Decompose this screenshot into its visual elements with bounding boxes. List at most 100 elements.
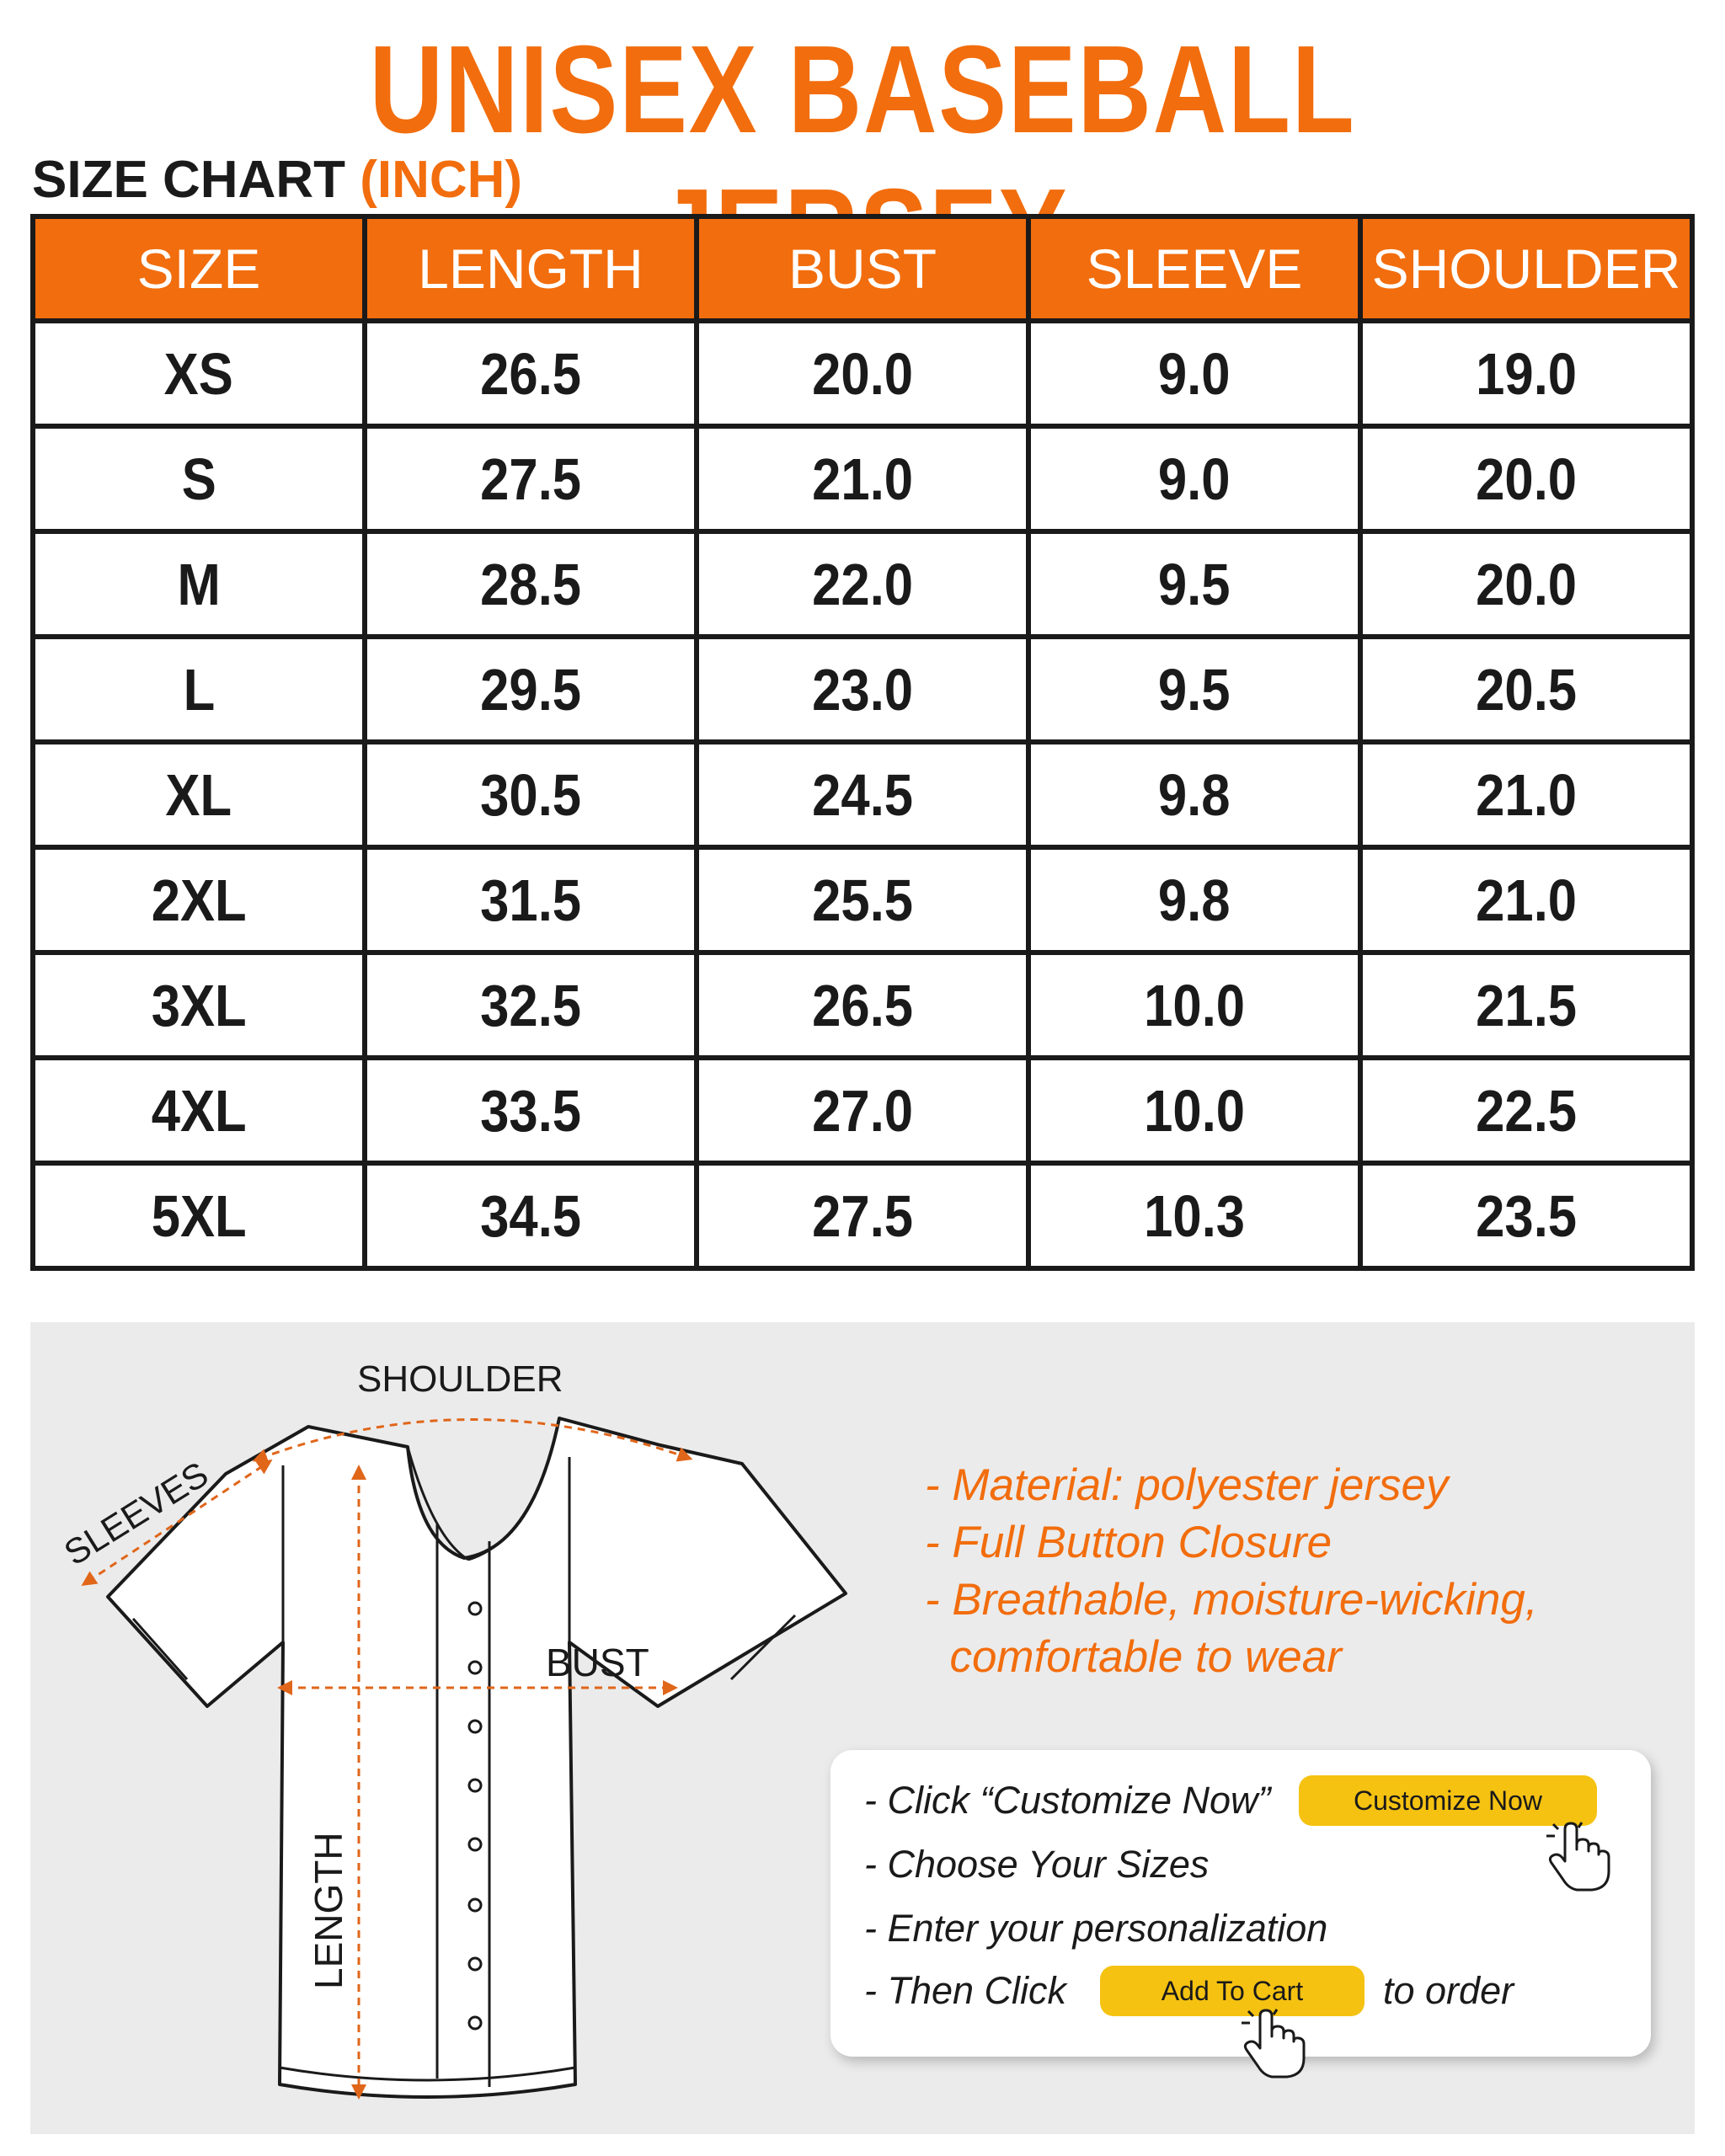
cell-length: 27.5	[362, 424, 699, 534]
cell-size-value: M	[177, 551, 221, 617]
size-chart-table: SIZE LENGTH BUST SLEEVE SHOULDER XS 26.5 2…	[30, 214, 1695, 1271]
cell-bust: 26.5	[694, 950, 1031, 1060]
cell-size-value: 3XL	[151, 972, 247, 1038]
cell-bust-value: 27.0	[812, 1077, 913, 1144]
cell-bust: 25.5	[694, 845, 1031, 955]
add-to-cart-button[interactable]: Add To Cart	[1100, 1966, 1365, 2016]
cell-length-value: 32.5	[480, 972, 581, 1038]
cell-length: 31.5	[362, 845, 699, 955]
cell-shoulder-value: 21.0	[1476, 867, 1577, 933]
cell-shoulder: 20.0	[1358, 424, 1695, 534]
button-holes	[467, 1601, 483, 2031]
table-row: XL 30.5 24.5 9.8 21.0	[30, 739, 1695, 850]
cell-length-value: 26.5	[480, 340, 581, 407]
cell-size-value: XL	[165, 761, 232, 828]
cell-size: M	[30, 529, 367, 639]
cell-shoulder-value: 19.0	[1476, 340, 1577, 407]
step-choose-sizes: - Choose Your Sizes	[864, 1843, 1210, 1886]
table-row: 4XL 33.5 27.0 10.0 22.5	[30, 1055, 1695, 1166]
cell-sleeve-value: 9.0	[1158, 446, 1231, 512]
length-label: LENGTH	[307, 1832, 350, 1989]
customize-now-button[interactable]: Customize Now	[1299, 1775, 1597, 1826]
cell-shoulder: 21.0	[1358, 845, 1695, 955]
cell-shoulder-value: 22.5	[1476, 1077, 1577, 1144]
cell-bust: 20.0	[694, 318, 1031, 429]
cell-length-value: 27.5	[480, 446, 581, 512]
cell-sleeve-value: 9.0	[1158, 340, 1231, 407]
column-header-length: LENGTH	[362, 214, 699, 323]
cell-bust: 27.0	[694, 1055, 1031, 1166]
pointer-hand-icon	[1242, 2009, 1306, 2079]
feature-breathable: - Breathable, moisture-wicking,	[925, 1575, 1538, 1625]
cell-size-value: L	[183, 656, 215, 723]
cell-size: S	[30, 424, 367, 534]
column-header-sleeve: SLEEVE	[1026, 214, 1363, 323]
cell-length: 34.5	[362, 1161, 699, 1271]
cell-bust: 21.0	[694, 424, 1031, 534]
cell-length: 29.5	[362, 634, 699, 744]
cell-sleeve: 9.8	[1026, 739, 1363, 850]
table-row: 2XL 31.5 25.5 9.8 21.0	[30, 845, 1695, 955]
cell-sleeve: 10.0	[1026, 1055, 1363, 1166]
cell-bust-value: 20.0	[812, 340, 913, 407]
size-chart-label: SIZE CHART	[32, 151, 345, 209]
shoulder-measure-line	[252, 1418, 693, 1464]
cell-size: 3XL	[30, 950, 367, 1060]
cell-shoulder-value: 20.5	[1476, 656, 1577, 723]
cell-bust-value: 22.0	[812, 551, 913, 617]
pointer-hand-icon	[1546, 1822, 1610, 1892]
cell-bust: 23.0	[694, 634, 1031, 744]
cell-shoulder: 22.5	[1358, 1055, 1695, 1166]
cell-size-value: 5XL	[151, 1182, 247, 1249]
cell-sleeve-value: 9.8	[1158, 867, 1231, 933]
cell-length-value: 29.5	[480, 656, 581, 723]
column-header-shoulder: SHOULDER	[1358, 214, 1695, 323]
cell-length: 30.5	[362, 739, 699, 850]
column-header-bust: BUST	[694, 214, 1031, 323]
cell-bust-value: 27.5	[812, 1182, 913, 1249]
cell-size: 4XL	[30, 1055, 367, 1166]
cell-size: 5XL	[30, 1161, 367, 1271]
cell-bust-value: 26.5	[812, 972, 913, 1038]
cell-shoulder: 21.0	[1358, 739, 1695, 850]
cell-shoulder-value: 21.0	[1476, 761, 1577, 828]
cell-sleeve: 9.8	[1026, 845, 1363, 955]
cell-length: 33.5	[362, 1055, 699, 1166]
cell-length: 28.5	[362, 529, 699, 639]
cell-size: L	[30, 634, 367, 744]
column-header-size: SIZE	[30, 214, 367, 323]
step-customize: - Click “Customize Now”	[864, 1779, 1271, 1822]
cell-size-value: S	[181, 446, 216, 512]
cell-sleeve: 10.0	[1026, 950, 1363, 1060]
cell-size: XL	[30, 739, 367, 850]
cell-length-value: 28.5	[480, 551, 581, 617]
jersey-diagram: SHOULDER SLEEVES BUST LENGTH	[57, 1358, 847, 2100]
cell-size-value: 2XL	[151, 867, 247, 933]
info-panel: SHOULDER SLEEVES BUST LENGTH - Material:…	[30, 1322, 1695, 2134]
cell-shoulder: 20.5	[1358, 634, 1695, 744]
cell-sleeve: 9.5	[1026, 634, 1363, 744]
feature-material: - Material: polyester jersey	[925, 1460, 1449, 1510]
cell-length-value: 34.5	[480, 1182, 581, 1249]
cell-shoulder: 21.5	[1358, 950, 1695, 1060]
cell-length-value: 30.5	[480, 761, 581, 828]
cell-shoulder-value: 21.5	[1476, 972, 1577, 1038]
table-row: 3XL 32.5 26.5 10.0 21.5	[30, 950, 1695, 1060]
table-row: XS 26.5 20.0 9.0 19.0	[30, 318, 1695, 429]
size-chart-heading: SIZE CHART (INCH)	[32, 150, 522, 210]
cell-bust: 27.5	[694, 1161, 1031, 1271]
cell-sleeve-value: 10.0	[1144, 1077, 1245, 1144]
order-instructions-card: - Click “Customize Now” Customize Now - …	[830, 1750, 1651, 2079]
bust-label: BUST	[546, 1641, 649, 1684]
cell-size-value: XS	[163, 340, 234, 407]
table-row: 5XL 34.5 27.5 10.3 23.5	[30, 1161, 1695, 1271]
cell-sleeve: 9.0	[1026, 424, 1363, 534]
jersey-outline	[106, 1417, 847, 2099]
cell-length-value: 33.5	[480, 1077, 581, 1144]
table-header-row: SIZE LENGTH BUST SLEEVE SHOULDER	[30, 214, 1695, 323]
cell-bust: 22.0	[694, 529, 1031, 639]
cell-sleeve: 9.5	[1026, 529, 1363, 639]
cell-sleeve-value: 9.5	[1158, 551, 1231, 617]
cell-length-value: 31.5	[480, 867, 581, 933]
cell-shoulder-value: 20.0	[1476, 551, 1577, 617]
